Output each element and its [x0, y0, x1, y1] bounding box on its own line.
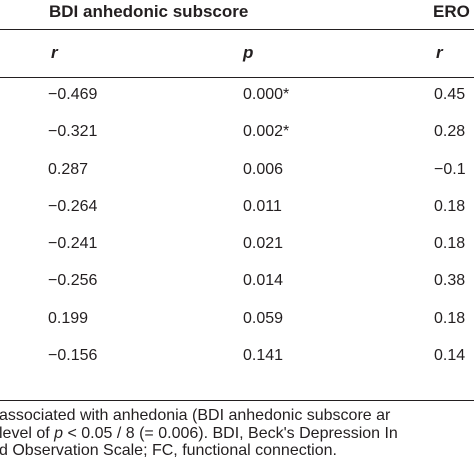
cell-r-ero: 0.18: [434, 309, 466, 327]
cell-p-bdi: 0.000*: [243, 86, 290, 103]
cell-r-bdi: −0.156: [48, 346, 98, 364]
cell-r-ero: 0.38: [434, 272, 466, 290]
table-bottom-rule: [0, 400, 474, 401]
subheader-rule: [0, 77, 474, 78]
table-row: 0.199 0.059 0.18: [0, 305, 474, 342]
cell-r-bdi: −0.241: [48, 235, 98, 252]
footnote-line-3: d Observation Scale; FC, functional conn…: [0, 442, 337, 459]
table-row: 0.287 0.006 −0.1: [0, 156, 474, 193]
subheader-r-bdi: r: [51, 43, 58, 62]
cell-p-bdi: 0.021: [243, 235, 284, 252]
cell-r-bdi: 0.199: [48, 309, 89, 327]
cell-r-ero: 0.28: [434, 123, 466, 141]
cell-r-ero: 0.18: [434, 197, 466, 215]
subheader-r-ero: r: [436, 43, 443, 62]
footnote-line-1: associated with anhedonia (BDI anhedonic…: [0, 407, 391, 424]
table-row: −0.156 0.141 0.14: [0, 342, 474, 379]
cell-p-bdi: 0.141: [243, 346, 284, 364]
footnote-p-symbol: p: [54, 424, 64, 442]
cell-r-ero: 0.18: [434, 235, 466, 252]
cell-p-bdi: 0.011: [243, 197, 282, 215]
cell-r-bdi: −0.256: [48, 272, 98, 290]
cell-r-bdi: 0.287: [48, 160, 89, 178]
column-header-ero: ERO: [433, 2, 470, 21]
cell-p-bdi: 0.002*: [243, 123, 290, 141]
table-row: −0.264 0.011 0.18: [0, 193, 474, 230]
cell-r-ero: 0.14: [434, 346, 466, 364]
table-body: −0.469 0.000* 0.45 −0.321 0.002* 0.28 0.…: [0, 81, 474, 379]
footnote-line-2: level of p < 0.05 / 8 (= 0.006). BDI, Be…: [0, 425, 474, 443]
cell-r-ero: −0.1: [434, 160, 466, 178]
footnote-line-2-start: level of: [0, 424, 55, 442]
table-row: −0.321 0.002* 0.28: [0, 118, 474, 155]
table-row: −0.469 0.000* 0.45: [0, 81, 474, 118]
cell-p-bdi: 0.014: [243, 272, 284, 290]
cell-r-bdi: −0.321: [48, 123, 98, 141]
header-rule: [0, 29, 474, 30]
cell-r-bdi: −0.264: [48, 197, 98, 215]
cell-r-ero: 0.45: [434, 86, 466, 103]
cell-p-bdi: 0.006: [243, 160, 284, 178]
cell-r-bdi: −0.469: [48, 86, 98, 103]
subheader-p-bdi: p: [243, 43, 254, 62]
column-header-bdi: BDI anhedonic subscore: [49, 2, 249, 21]
table-row: −0.256 0.014 0.38: [0, 267, 474, 304]
table-footnote: associated with anhedonia (BDI anhedonic…: [0, 407, 474, 460]
table-row: −0.241 0.021 0.18: [0, 230, 474, 267]
footnote-line-2-end: < 0.05 / 8 (= 0.006). BDI, Beck's Depres…: [63, 424, 398, 442]
cell-p-bdi: 0.059: [243, 309, 284, 327]
